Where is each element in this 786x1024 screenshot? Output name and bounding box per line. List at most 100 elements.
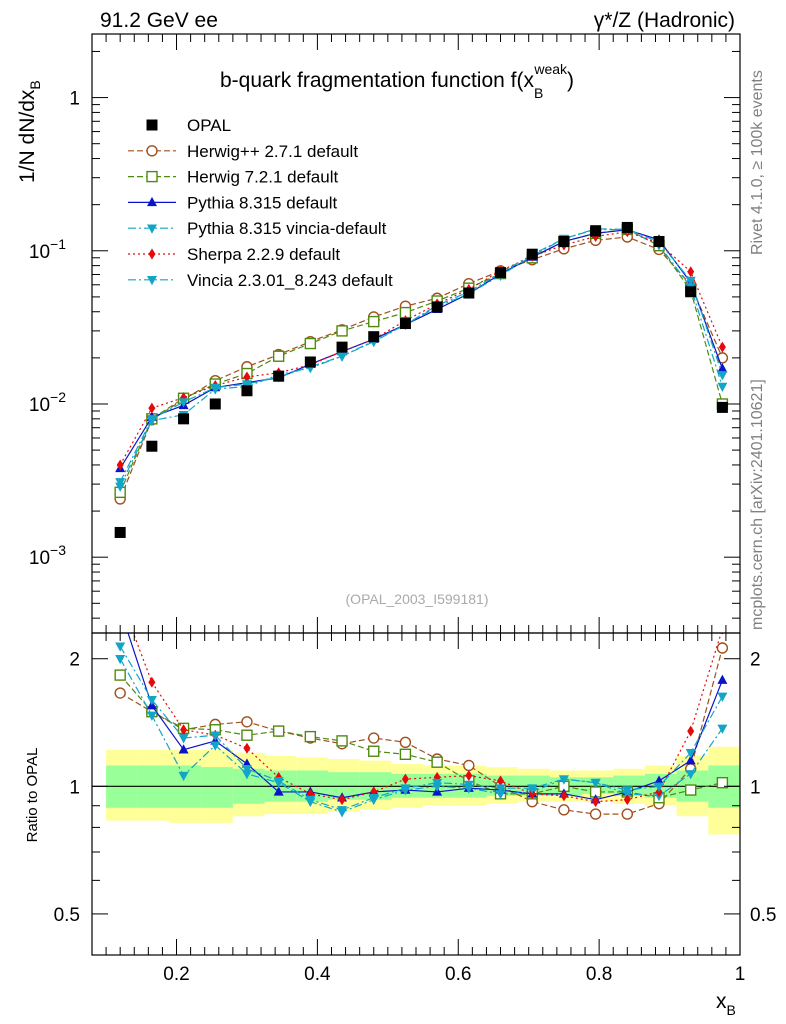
series-5-ratio-point [210,731,221,741]
series-5-ratio-point [717,692,728,702]
series-5-ratio-point [146,696,157,706]
series-5-ratio-point [432,778,443,789]
y-tick-label: 10−1 [29,236,66,263]
x-tick-label: 0.8 [586,964,612,985]
series-5-ratio-point [622,786,633,796]
data-point [653,235,665,247]
header-right: γ*/Z (Hadronic) [594,9,735,32]
ratio-y-tick-label: 0.5 [54,905,80,926]
series-4-ratio-point [465,770,473,782]
series-1-ratio-point [368,745,380,757]
legend-label: Herwig++ 2.7.1 default [187,142,358,161]
series-1-ratio-point [684,784,697,796]
series-3-ratio-point [210,741,221,751]
ratio-y-tick-label-right: 0.5 [750,905,776,926]
series-4-ratio-point [560,790,568,802]
series-5-point [115,478,126,488]
series-3-line [119,228,723,487]
series-0-ratio-point [621,808,634,820]
series-4-ratio-point [655,786,663,798]
series-5-ratio-point [368,793,379,804]
series-3-ratio-point [241,770,252,780]
series-3-point [717,382,728,393]
series-0-ratio-point [241,716,253,728]
series-5-ratio-point [337,806,348,816]
series-5-ratio-point [685,749,696,759]
ratio-y-tick-label-right: 2 [750,650,761,671]
legend-label: Pythia 8.315 vincia-default [187,219,387,238]
legend-marker [146,145,158,157]
data-point [304,356,316,368]
data-point [495,267,507,279]
legend-marker [147,276,157,286]
legend: OPAL Herwig++ 2.7.1 default Herwig 7.2.1 d… [128,116,393,290]
series-1-ratio-point [716,776,729,789]
series-4-ratio-point [401,773,409,785]
ratio-y-tick-label: 1 [69,777,80,798]
legend-label: Herwig 7.2.1 default [187,168,338,187]
series-2-ratio-point [115,604,125,613]
series-5-line [119,228,723,483]
series-3-ratio-point [178,771,189,782]
series-1-ratio-point [304,730,317,743]
series-4-point [148,402,156,414]
series-3-ratio-point [495,790,506,800]
series-2-line [119,229,723,469]
series-5-point [146,415,157,425]
legend-entry: Herwig 7.2.1 default [128,168,338,187]
series-0-ratio-point [716,642,729,654]
series-1-ratio-point [114,669,126,681]
legend-marker [147,224,157,234]
y-tick-label: 1 [69,89,80,110]
series-1-ratio-point [336,735,348,747]
series-4-ratio-point [243,742,251,754]
band-inner [201,767,233,808]
series-0-ratio-point [463,759,475,772]
series-0-ratio-point [558,804,570,816]
series-4-point [243,371,251,383]
series-3-ratio-point [146,711,157,721]
series-1-point [272,350,285,362]
series-5-ratio-point [590,778,601,789]
data-point [558,235,570,247]
side-rivet: Rivet 4.1.0, ≥ 100k events [749,70,766,255]
x-tick-label: 0.6 [445,964,471,985]
legend-entry: Vincia 2.3.01_8.243 default [128,271,393,290]
series-4-line [119,231,723,466]
series-5-ratio-point [178,734,189,744]
main-plot-series [114,221,729,538]
legend-entry: OPAL [146,116,231,135]
series-1-point [368,315,380,328]
legend-label: Pythia 8.315 default [187,193,338,212]
data-point [621,221,633,233]
series-layer [114,221,729,820]
x-tick-label: 0.2 [163,964,189,985]
data-point [368,331,380,343]
x-tick-label: 0.4 [304,964,331,985]
series-5-ratio-point [305,795,316,806]
series-1-point [304,337,317,350]
series-4-ratio-point [117,593,124,604]
data-point [114,526,126,538]
legend-marker [147,196,157,207]
series-1-ratio-point [399,748,412,761]
series-5-ratio-point [558,775,569,785]
data-point [241,385,253,397]
legend-label: Sherpa 2.2.9 default [187,245,340,264]
x-axis-label: xB [716,990,736,1018]
series-0-ratio-point [368,732,380,744]
series-5-point [210,383,221,394]
series-5-ratio-point [115,642,126,652]
data-point [399,318,411,330]
series-4-ratio-point [148,676,156,688]
legend-marker [146,119,158,131]
data-point [431,301,443,313]
series-4-ratio-line [132,633,722,803]
series-2-point [717,363,728,373]
data-point [526,248,538,260]
series-5-ratio-point [273,777,284,787]
series-4-ratio-point [623,794,631,806]
series-2-ratio-point [717,674,728,684]
series-2-ratio-point [685,755,696,765]
